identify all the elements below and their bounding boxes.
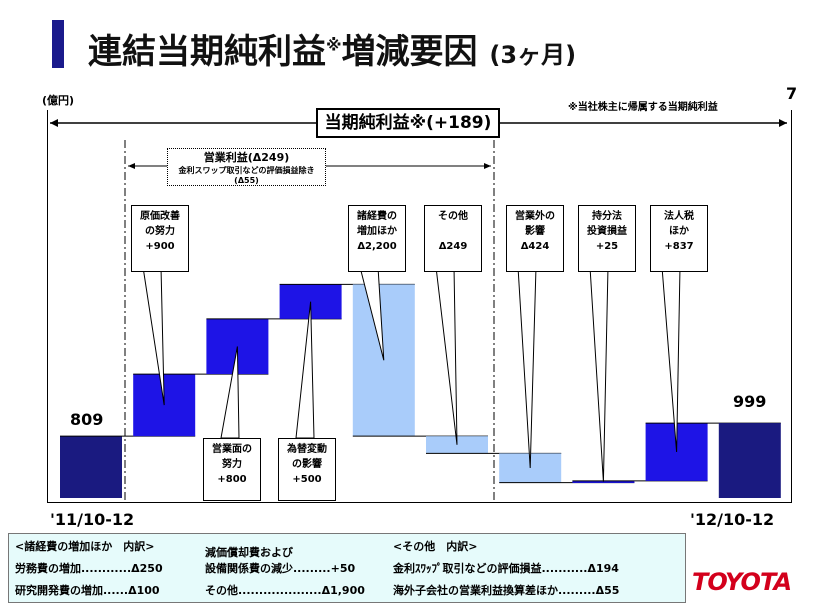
arrow-right-icon [779, 119, 787, 127]
start-value-label: 809 [70, 410, 104, 429]
callout-pointer [589, 266, 609, 482]
unit-label: (億円) [42, 94, 75, 107]
callout-text: 投資損益 [587, 226, 627, 237]
callout-0: 原価改善の努力 +900 [131, 205, 189, 272]
callout-4: その他 Δ249 [424, 205, 482, 272]
end-value-label: 999 [733, 392, 767, 411]
breakdown-legend: <諸経費の増加ほか 内訳> 労務費の増加............Δ250 研究開… [8, 533, 686, 603]
page-title: 連結当期純利益※増減要因 (3ヶ月) [88, 32, 577, 72]
x-label-start: '11/10-12 [50, 510, 135, 529]
callout-text: 原価改善 [140, 211, 180, 222]
legend-item: 労務費の増加............Δ250 [15, 562, 163, 575]
net-income-label: 当期純利益※(+189) [316, 108, 500, 138]
callout-text: Δ424 [520, 241, 550, 252]
chart-frame [47, 110, 792, 503]
callout-text: Δ249 [438, 241, 468, 252]
callout-2: 為替変動の影響 +500 [278, 438, 336, 501]
callout-pointer [295, 301, 315, 439]
bar-7 [572, 480, 635, 483]
callout-pointer [435, 266, 458, 445]
callout-5: 営業外の影響 Δ424 [506, 205, 564, 272]
callout-text: の影響 [292, 459, 322, 470]
callout-pointer [517, 266, 537, 469]
legend-item: 設備関係費の減少.........+50 [205, 562, 356, 575]
callout-text: 努力 [222, 459, 242, 470]
bar-0 [60, 436, 122, 498]
x-label-end: '12/10-12 [690, 510, 775, 529]
callout-text: 為替変動 [287, 444, 327, 455]
operating-income-label: 営業利益(Δ249) 金利スワップ取引などの評価損益除き(Δ55) [167, 148, 326, 186]
callout-6: 持分法投資損益 +25 [578, 205, 636, 272]
footnote: ※当社株主に帰属する当期純利益 [568, 102, 718, 113]
callout-text: 営業外の [515, 211, 555, 222]
arrow-left-icon [50, 119, 58, 127]
callout-1: 営業面の努力 +800 [203, 438, 261, 501]
callout-text: Δ2,200 [357, 241, 397, 252]
callout-text: +500 [292, 474, 322, 485]
legend-item: 研究開発費の増加......Δ100 [15, 584, 160, 597]
legend-heading: 減価償却費および [205, 546, 293, 559]
legend-item: 海外子会社の営業利益換算差ほか.........Δ55 [393, 584, 620, 597]
legend-heading: <その他 内訳> [393, 540, 478, 553]
callout-text: 増加ほか [357, 226, 397, 237]
callout-text: 営業面の [212, 444, 252, 455]
title-accent-bar [52, 20, 64, 68]
callout-text: の努力 [145, 226, 175, 237]
callout-text: 持分法 [592, 211, 622, 222]
callout-3: 諸経費の増加ほか Δ2,200 [348, 205, 406, 272]
toyota-logo: TOYOTA [692, 568, 792, 596]
callout-text: +25 [595, 241, 619, 252]
bar-9 [718, 423, 781, 498]
callout-text [425, 224, 481, 239]
callout-7: 法人税ほか +837 [650, 205, 708, 272]
callout-text: ほか [669, 226, 689, 237]
callout-text: 法人税 [664, 211, 694, 222]
chart-svg [50, 119, 787, 500]
legend-heading: <諸経費の増加ほか 内訳> [15, 540, 155, 553]
callout-text: その他 [438, 211, 468, 222]
callout-text: +900 [145, 241, 175, 252]
legend-item: その他....................Δ1,900 [205, 584, 365, 597]
callout-text: 諸経費の [357, 211, 397, 222]
callout-text: +837 [664, 241, 694, 252]
page-number: 7 [786, 84, 798, 103]
callout-text: 影響 [525, 226, 545, 237]
legend-item: 金利ｽﾜｯﾌﾟ取引などの評価損益...........Δ194 [393, 562, 619, 575]
callout-text: +800 [217, 474, 247, 485]
